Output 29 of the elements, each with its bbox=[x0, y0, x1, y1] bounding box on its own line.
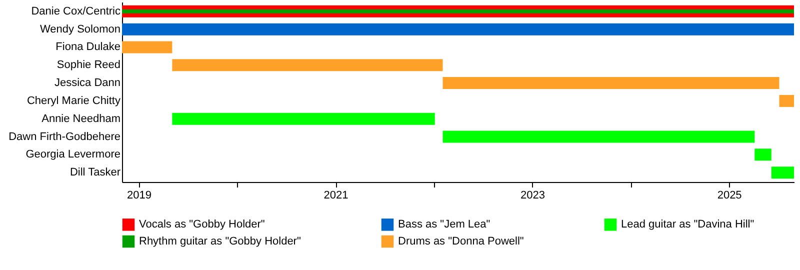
legend-label: Vocals as "Gobby Holder" bbox=[139, 218, 265, 231]
y-tick-label: Jessica Dann bbox=[54, 77, 120, 90]
bar bbox=[122, 9, 794, 14]
y-tick-label: Cheryl Marie Chitty bbox=[26, 94, 121, 107]
bar bbox=[754, 148, 772, 161]
bar bbox=[442, 77, 780, 90]
y-tick-label: Dill Tasker bbox=[70, 166, 121, 179]
bar bbox=[122, 41, 172, 54]
bar bbox=[172, 112, 435, 125]
y-tick-label: Annie Needham bbox=[42, 112, 120, 125]
y-tick-label: Wendy Solomon bbox=[40, 23, 120, 36]
y-tick-label: Georgia Levermore bbox=[26, 148, 120, 161]
bar bbox=[172, 59, 443, 72]
legend-label: Bass as "Jem Lea" bbox=[398, 218, 490, 231]
y-tick-label: Danie Cox/Centric bbox=[31, 5, 121, 18]
x-tick-label: 2019 bbox=[126, 190, 152, 202]
bar bbox=[122, 23, 794, 36]
x-tick-label: 2025 bbox=[717, 190, 742, 202]
x-tick-label: 2021 bbox=[324, 190, 348, 202]
legend-label: Drums as "Donna Powell" bbox=[398, 236, 524, 248]
y-tick-label: Sophie Reed bbox=[56, 59, 120, 72]
legend-label: Lead guitar as "Davina Hill" bbox=[621, 218, 754, 231]
bar bbox=[771, 166, 794, 179]
y-tick-label: Dawn Firth-Godbehere bbox=[8, 130, 120, 143]
y-tick-label: Fiona Dulake bbox=[56, 41, 120, 54]
bar bbox=[779, 94, 794, 107]
bar bbox=[442, 130, 755, 143]
legend-label: Rhythm guitar as "Gobby Holder" bbox=[139, 236, 301, 248]
x-tick-label: 2023 bbox=[520, 190, 546, 202]
